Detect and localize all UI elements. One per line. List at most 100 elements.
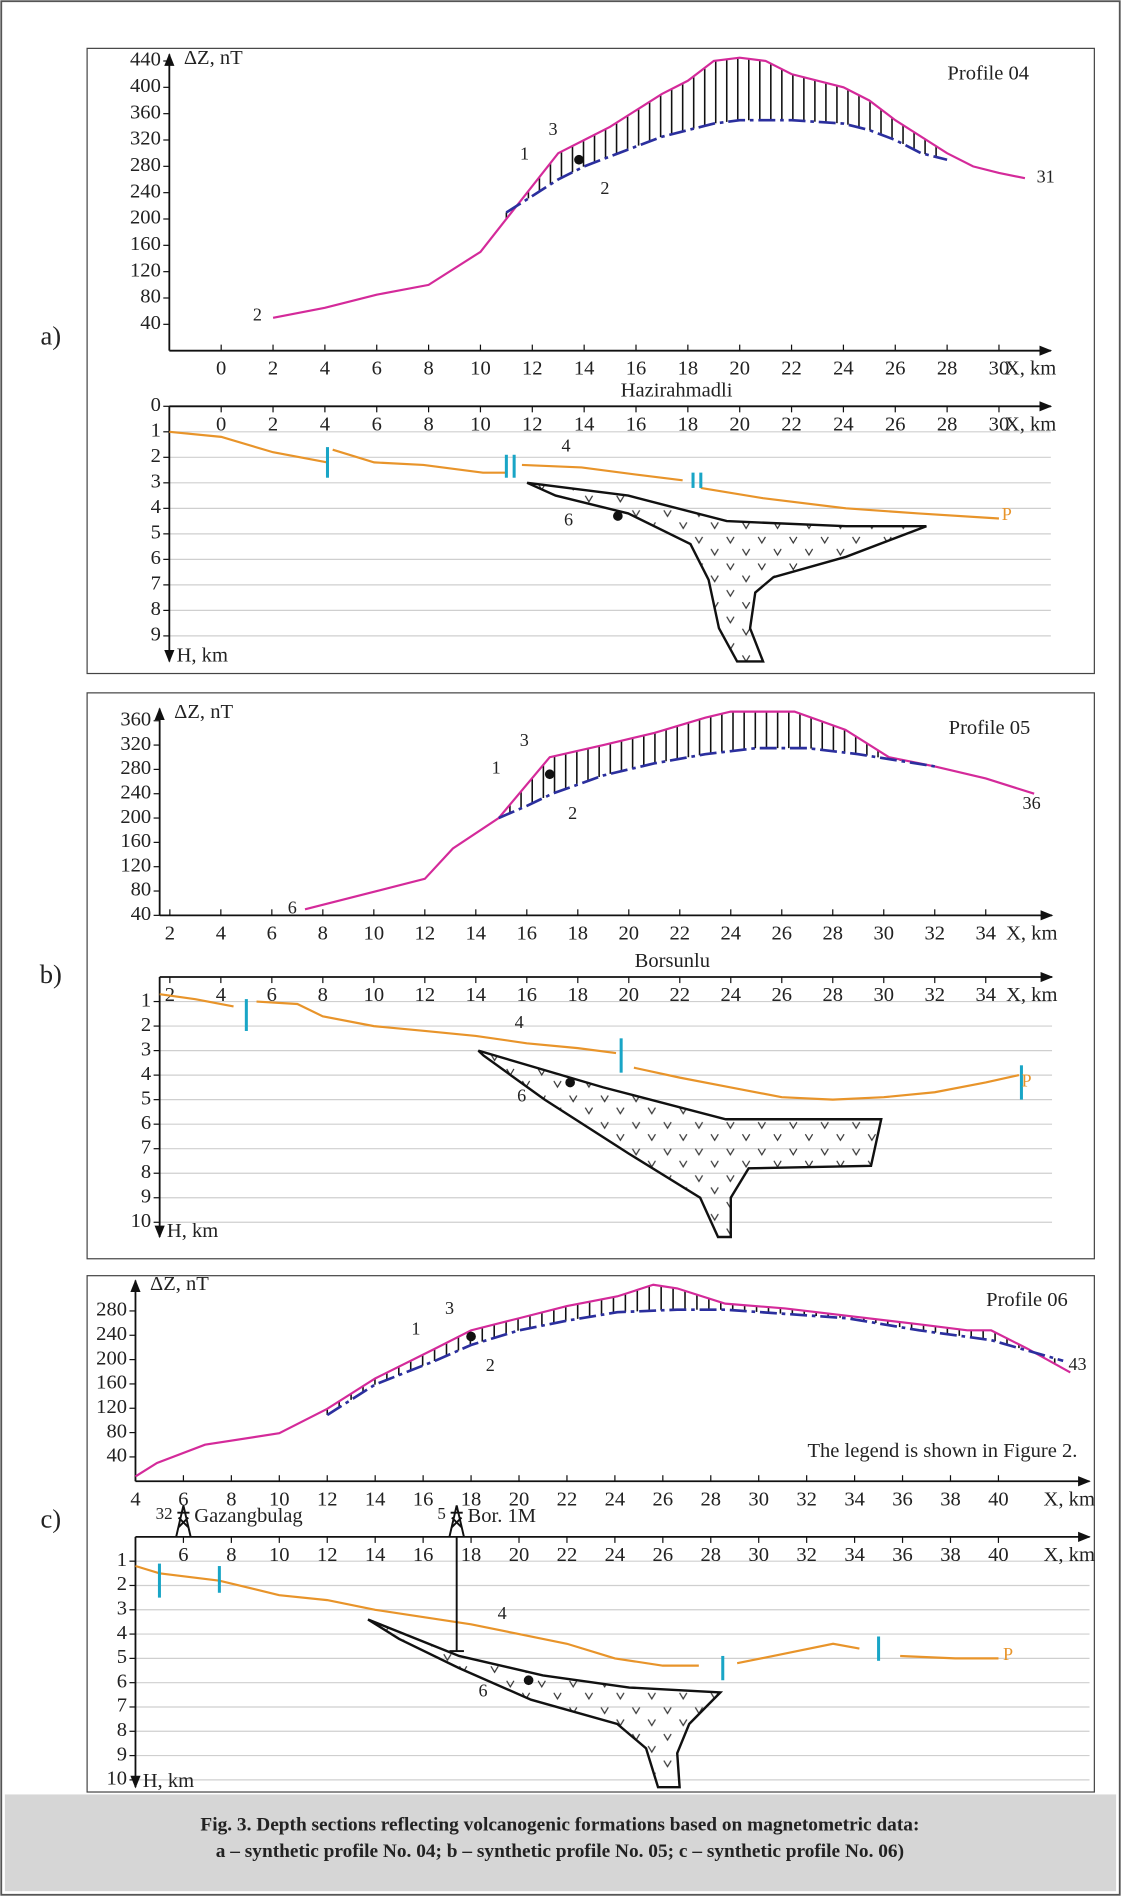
x-tick-label: 14	[365, 1544, 386, 1566]
y-tick-label: 8	[117, 1719, 127, 1741]
x-tick-label: 12	[522, 413, 543, 435]
x-tick-label: 12	[317, 1488, 338, 1510]
x-tick-label: 14	[574, 358, 595, 380]
y-tick-label: 6	[141, 1112, 151, 1134]
annotation: P	[1002, 504, 1012, 524]
y-tick-label: 8	[151, 598, 161, 620]
x-tick-label: 24	[833, 358, 854, 380]
x-tick-label: 4	[130, 1488, 140, 1510]
panel-frame	[86, 1275, 1095, 1793]
y-tick-label: 120	[130, 259, 161, 281]
x-tick-label: 28	[822, 984, 843, 1006]
x-tick-label: 0	[216, 413, 226, 435]
y-tick-label: 80	[106, 1420, 127, 1442]
y-axis-label: H, km	[177, 644, 228, 666]
x-tick-label: 18	[568, 922, 589, 944]
x-axis-label: X, km	[1006, 984, 1057, 1006]
x-tick-label: 12	[317, 1544, 338, 1566]
y-tick-label: 5	[151, 522, 161, 544]
x-tick-label: 40	[988, 1544, 1009, 1566]
y-tick-label: 9	[117, 1743, 127, 1765]
annotation: 6	[517, 1085, 526, 1105]
y-tick-label: 360	[120, 708, 151, 730]
y-tick-label: 10	[106, 1768, 127, 1790]
annotation: 6	[288, 897, 297, 917]
y-tick-label: 200	[96, 1347, 127, 1369]
x-tick-label: 16	[517, 922, 538, 944]
x-tick-label: 14	[466, 984, 487, 1006]
y-tick-label: 40	[131, 903, 152, 925]
x-tick-label: 28	[937, 413, 958, 435]
y-tick-label: 360	[130, 101, 161, 123]
x-tick-label: 4	[320, 358, 330, 380]
y-tick-label: 5	[117, 1646, 127, 1668]
x-tick-label: 18	[678, 358, 699, 380]
x-tick-label: 10	[269, 1488, 290, 1510]
annotation: 4	[498, 1603, 507, 1623]
y-axis-label: ΔZ, nT	[184, 47, 243, 69]
y-tick-label: 3	[141, 1038, 151, 1060]
annotation: P	[1021, 1071, 1031, 1091]
x-tick-label: 22	[557, 1488, 578, 1510]
x-tick-label: 12	[415, 984, 436, 1006]
y-tick-label: 160	[120, 830, 151, 852]
volcanic-body	[367, 1618, 724, 1789]
annotation: 3	[520, 730, 529, 750]
x-tick-label: 10	[470, 358, 491, 380]
x-tick-label: 16	[626, 413, 647, 435]
y-tick-label: 280	[130, 154, 161, 176]
y-tick-label: 3	[117, 1597, 127, 1619]
x-tick-label: 36	[892, 1544, 913, 1566]
annotation: 2	[600, 178, 609, 198]
y-tick-label: 0	[151, 394, 161, 416]
marker-point	[565, 1077, 575, 1088]
y-tick-label: 9	[151, 624, 161, 646]
x-tick-label: 8	[423, 358, 433, 380]
x-tick-label: 20	[729, 413, 750, 435]
y-tick-label: 40	[106, 1445, 127, 1467]
y-tick-label: 7	[151, 573, 161, 595]
x-tick-label: 30	[989, 358, 1010, 380]
x-axis-label: X, km	[1044, 1544, 1095, 1566]
caption-line: a – synthetic profile No. 04; b – synthe…	[216, 1841, 904, 1862]
x-tick-label: 8	[423, 413, 433, 435]
x-tick-label: 4	[320, 413, 330, 435]
x-tick-label: 34	[844, 1488, 865, 1510]
y-axis-label: H, km	[167, 1220, 218, 1242]
x-tick-label: 32	[924, 922, 945, 944]
y-tick-label: 7	[117, 1695, 127, 1717]
y-tick-label: 2	[141, 1014, 151, 1036]
x-tick-label: 6	[372, 413, 382, 435]
x-axis-label: X, km	[1005, 358, 1056, 380]
x-tick-label: 4	[216, 922, 226, 944]
y-tick-label: 400	[130, 75, 161, 97]
x-tick-label: 30	[989, 413, 1010, 435]
well-number: 32	[156, 1504, 173, 1523]
caption-line: Fig. 3. Depth sections reflecting volcan…	[200, 1814, 919, 1835]
section-title: Borsunlu	[635, 950, 710, 972]
x-tick-label: 30	[873, 984, 894, 1006]
x-tick-label: 16	[517, 984, 538, 1006]
y-tick-label: 1	[141, 989, 151, 1011]
y-tick-label: 80	[140, 286, 161, 308]
annotation: 6	[479, 1681, 488, 1701]
annotation: 1	[411, 1319, 420, 1339]
y-tick-label: 240	[96, 1323, 127, 1345]
x-tick-label: 4	[216, 984, 226, 1006]
profile-line	[505, 118, 948, 214]
well-name: Gazangbulag	[194, 1505, 302, 1527]
marker-point	[544, 769, 555, 780]
x-tick-label: 16	[413, 1488, 434, 1510]
y-tick-label: 2	[151, 445, 161, 467]
x-tick-label: 18	[461, 1488, 482, 1510]
section-title: Hazirahmadli	[621, 379, 733, 401]
panel-label: c)	[40, 1503, 61, 1533]
x-axis-label: X, km	[1005, 413, 1056, 435]
x-tick-label: 32	[796, 1488, 817, 1510]
y-tick-label: 280	[96, 1299, 127, 1321]
x-tick-label: 22	[670, 984, 691, 1006]
x-tick-label: 32	[924, 984, 945, 1006]
y-tick-label: 160	[130, 233, 161, 255]
y-axis-label: ΔZ, nT	[150, 1273, 209, 1295]
